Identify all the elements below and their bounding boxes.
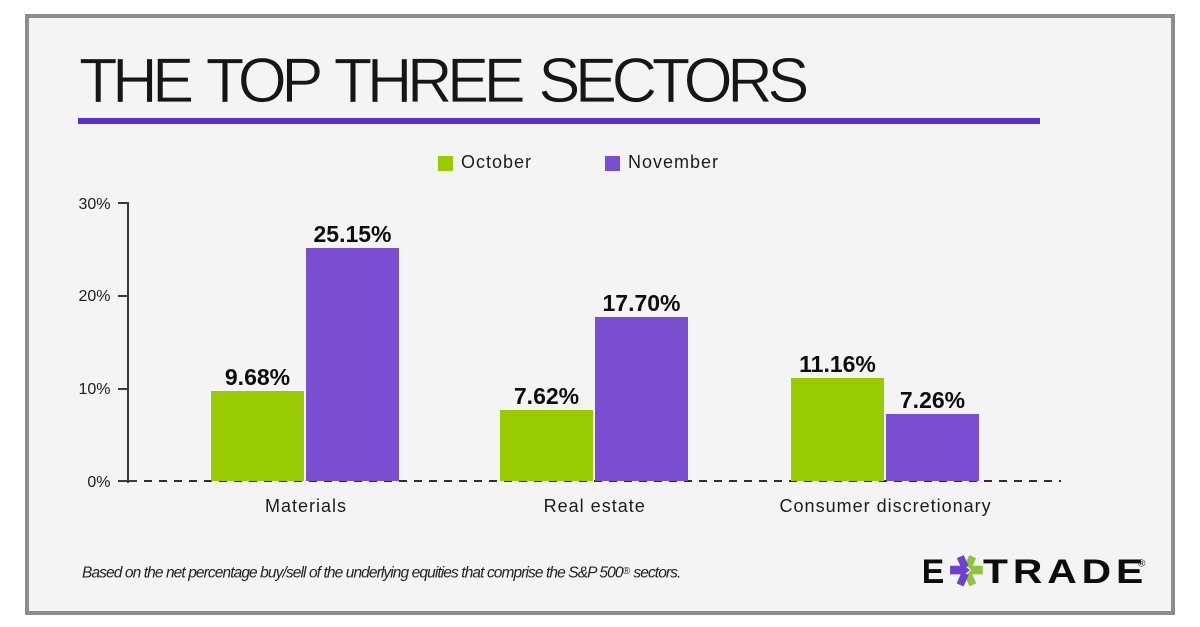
svg-text:TRADE: TRADE (983, 555, 1148, 590)
svg-text:E: E (924, 555, 944, 591)
svg-text:®: ® (1138, 559, 1146, 570)
